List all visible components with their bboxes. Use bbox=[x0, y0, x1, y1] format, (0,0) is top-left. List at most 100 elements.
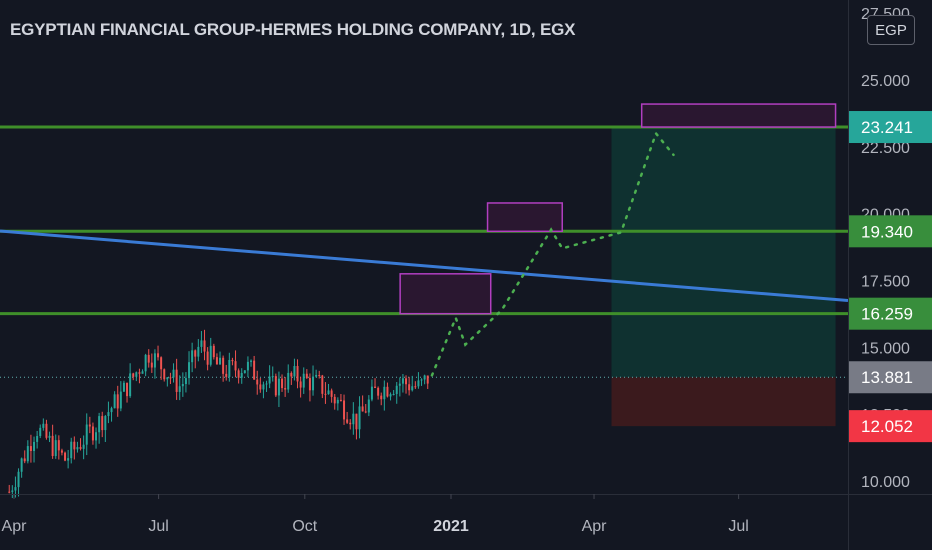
candle-body bbox=[277, 378, 280, 396]
candle-body bbox=[302, 373, 305, 388]
price-tick-label: 22.500 bbox=[861, 140, 910, 157]
price-label-text: 12.052 bbox=[861, 417, 913, 436]
candle-body bbox=[228, 359, 231, 377]
candle-body bbox=[70, 441, 73, 459]
candle-body bbox=[265, 383, 268, 385]
candle-body bbox=[212, 345, 215, 358]
candle-body bbox=[110, 408, 113, 413]
target-box[interactable] bbox=[399, 273, 492, 315]
candle-body bbox=[150, 362, 153, 368]
candle-body bbox=[243, 370, 246, 374]
time-tick-label: Jul bbox=[148, 518, 168, 535]
candle-body bbox=[26, 446, 29, 462]
candle-body bbox=[17, 471, 20, 488]
candle-body bbox=[33, 441, 36, 451]
candle-body bbox=[107, 412, 110, 417]
candle-body bbox=[166, 377, 169, 380]
candle-body bbox=[321, 375, 324, 394]
price-label-tag bbox=[849, 215, 932, 248]
target-box[interactable] bbox=[640, 103, 837, 128]
projection-path[interactable] bbox=[430, 130, 675, 377]
candle-body bbox=[293, 366, 296, 377]
candle-body bbox=[290, 372, 293, 377]
candle-body bbox=[203, 340, 206, 352]
candle-body bbox=[160, 357, 163, 370]
candle-body bbox=[98, 416, 101, 433]
candle-body bbox=[157, 353, 160, 358]
candle-body bbox=[305, 373, 308, 378]
candle-body bbox=[411, 386, 414, 391]
position-loss-zone bbox=[611, 377, 836, 427]
candle-body bbox=[308, 377, 311, 391]
candle-body bbox=[11, 490, 14, 492]
candle-body bbox=[367, 399, 370, 413]
candle-body bbox=[287, 372, 290, 390]
candle-body bbox=[101, 416, 104, 431]
candle-body bbox=[8, 491, 11, 493]
candle-body bbox=[147, 354, 150, 363]
candle-body bbox=[206, 351, 209, 365]
candle-body bbox=[296, 366, 299, 382]
candle-body bbox=[197, 346, 200, 357]
price-label-tag bbox=[849, 111, 932, 144]
candle-body bbox=[271, 376, 274, 378]
price-label-text: 23.241 bbox=[861, 118, 913, 137]
candle-body bbox=[358, 406, 361, 430]
candle-body bbox=[380, 395, 383, 400]
candle-body bbox=[240, 373, 243, 378]
candle-body bbox=[401, 378, 404, 384]
candle-body bbox=[91, 426, 94, 441]
candle-body bbox=[246, 361, 249, 371]
candle-body bbox=[60, 450, 63, 453]
candle-body bbox=[374, 386, 377, 388]
candle-body bbox=[333, 396, 336, 404]
candle-body bbox=[178, 386, 181, 392]
candle-body bbox=[215, 357, 218, 365]
candle-body bbox=[132, 373, 135, 377]
candle-body bbox=[172, 369, 175, 378]
time-tick-label: Apr bbox=[2, 518, 28, 535]
time-tick-label: Apr bbox=[582, 518, 608, 535]
candle-body bbox=[398, 383, 401, 386]
candle-body bbox=[129, 373, 132, 397]
price-label-text: 16.259 bbox=[861, 305, 913, 324]
price-tick-label: 25.000 bbox=[861, 73, 910, 90]
candle-body bbox=[39, 427, 42, 437]
candle-body bbox=[51, 435, 54, 457]
candle-body bbox=[85, 424, 88, 445]
candle-body bbox=[395, 385, 398, 394]
price-tick-label: 10.000 bbox=[861, 474, 910, 491]
candle-body bbox=[191, 350, 194, 363]
candle-body bbox=[346, 419, 349, 423]
candle-body bbox=[231, 359, 234, 362]
candle-body bbox=[163, 369, 166, 380]
candle-body bbox=[144, 354, 147, 372]
candle-body bbox=[209, 345, 212, 365]
candle-body bbox=[23, 458, 26, 462]
candle-body bbox=[324, 393, 327, 395]
target-box[interactable] bbox=[486, 202, 563, 233]
trend-line[interactable] bbox=[0, 229, 849, 303]
candle-body bbox=[36, 436, 39, 442]
candle-body bbox=[141, 371, 144, 374]
time-tick-label: Oct bbox=[292, 518, 317, 535]
chart-title: EGYPTIAN FINANCIAL GROUP-HERMES HOLDING … bbox=[10, 20, 576, 39]
candle-body bbox=[95, 432, 98, 441]
candle-body bbox=[234, 361, 237, 371]
candle-body bbox=[20, 458, 23, 472]
candle-body bbox=[57, 440, 60, 451]
candle-body bbox=[237, 370, 240, 378]
candle-body bbox=[327, 390, 330, 395]
candle-body bbox=[225, 373, 228, 377]
candle-body bbox=[119, 391, 122, 409]
candle-body bbox=[126, 382, 129, 397]
candle-body bbox=[355, 413, 358, 430]
currency-badge[interactable]: EGP bbox=[867, 15, 915, 45]
time-tick-label: Jul bbox=[728, 518, 748, 535]
candle-body bbox=[250, 360, 253, 362]
candle-body bbox=[274, 376, 277, 396]
candle-body bbox=[153, 353, 156, 368]
candle-body bbox=[423, 375, 426, 380]
candle-body bbox=[262, 384, 265, 390]
